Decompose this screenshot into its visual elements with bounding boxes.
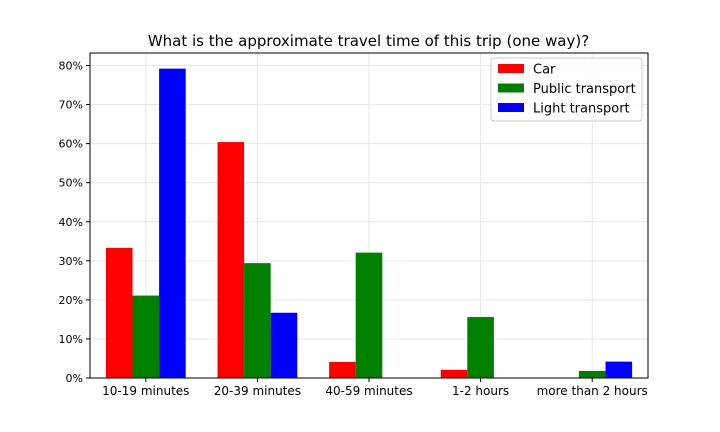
bar-car-1: [217, 142, 245, 378]
x-axis-ticks: 10-19 minutes 20-39 minutes 40-59 minutes 1…: [102, 378, 648, 398]
plot-frame: [89, 52, 649, 379]
legend-label: Light transport: [533, 102, 630, 117]
legend: Car Public transport Light transport: [490, 57, 643, 122]
chart-title: What is the approximate travel time of t…: [148, 32, 589, 50]
y-tick-label: 50%: [59, 177, 83, 190]
y-tick-label: 70%: [59, 99, 83, 112]
bar-light-transport-4: [605, 361, 633, 378]
legend-swatch: [498, 64, 524, 73]
bar-public-transport-1: [244, 263, 271, 378]
bar-public-transport-4: [578, 370, 606, 378]
bar-car-3: [440, 369, 468, 378]
x-tick-label: 10-19 minutes: [102, 384, 189, 398]
legend-label: Public transport: [533, 82, 636, 97]
bar-car-0: [105, 247, 133, 378]
y-axis-ticks: 0% 10% 20% 30% 40% 50% 60% 70% 80%: [59, 60, 90, 385]
y-tick-label: 20%: [59, 294, 83, 307]
x-tick-label: 20-39 minutes: [214, 384, 301, 398]
y-tick-label: 60%: [59, 138, 83, 151]
legend-swatch: [498, 83, 524, 93]
x-tick-label: 1-2 hours: [452, 384, 509, 398]
y-tick-label: 40%: [59, 216, 83, 229]
bar-light-transport-0: [159, 68, 186, 378]
x-tick-label: 40-59 minutes: [325, 384, 412, 398]
y-tick-label: 10%: [59, 333, 83, 346]
bars: [105, 68, 633, 378]
y-tick-label: 80%: [59, 60, 83, 73]
bar-car-2: [329, 361, 356, 378]
bar-public-transport-0: [132, 295, 160, 378]
x-tick-label: more than 2 hours: [537, 384, 648, 398]
bar-public-transport-3: [467, 317, 494, 378]
bar-light-transport-1: [270, 312, 298, 378]
legend-box: [490, 57, 643, 122]
legend-swatch: [498, 103, 524, 112]
y-tick-label: 0%: [66, 372, 83, 385]
bar-public-transport-2: [355, 252, 383, 378]
legend-label: Car: [533, 63, 556, 78]
y-tick-label: 30%: [59, 255, 83, 268]
